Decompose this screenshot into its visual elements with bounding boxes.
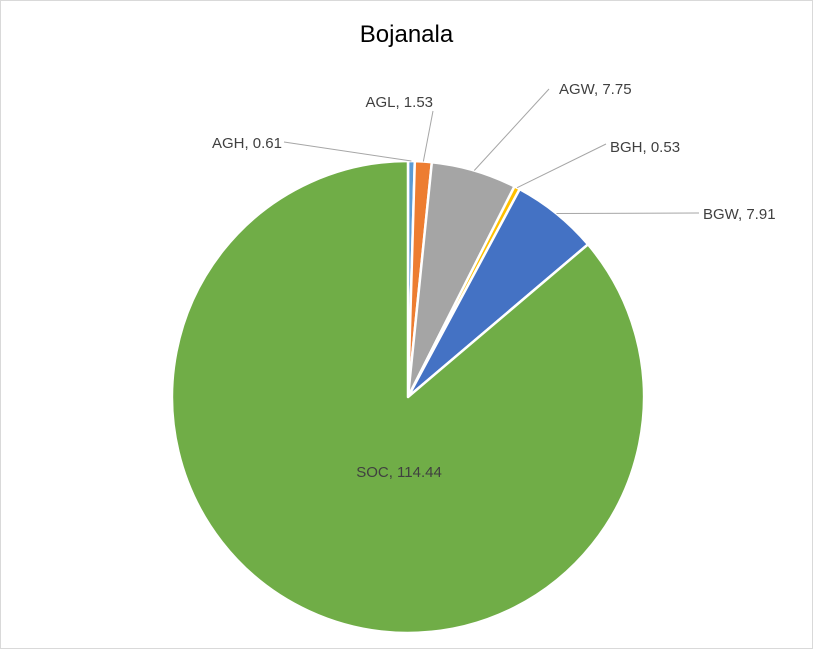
chart-title: Bojanala xyxy=(359,21,454,48)
data-label-soc: SOC, 114.44 xyxy=(356,464,442,481)
data-label-agh: AGH, 0.61 xyxy=(212,135,282,152)
leader-line-agh xyxy=(283,141,412,162)
data-label-agw: AGW, 7.75 xyxy=(559,81,632,98)
leader-line-agw xyxy=(473,88,550,171)
pie-slices xyxy=(170,159,646,635)
data-label-agl: AGL, 1.53 xyxy=(365,94,433,111)
leader-lines xyxy=(283,88,700,215)
leader-line-bgh xyxy=(516,143,607,189)
data-label-bgw: BGW, 7.91 xyxy=(703,206,776,223)
leader-line-bgw xyxy=(556,212,700,215)
pie-slice-soc xyxy=(170,159,646,635)
data-label-bgh: BGH, 0.53 xyxy=(610,139,680,156)
data-labels: AGH, 0.61 AGL, 1.53 AGW, 7.75 BGH, 0.53 BGW,… xyxy=(212,81,776,481)
leader-line-agl xyxy=(422,110,434,162)
